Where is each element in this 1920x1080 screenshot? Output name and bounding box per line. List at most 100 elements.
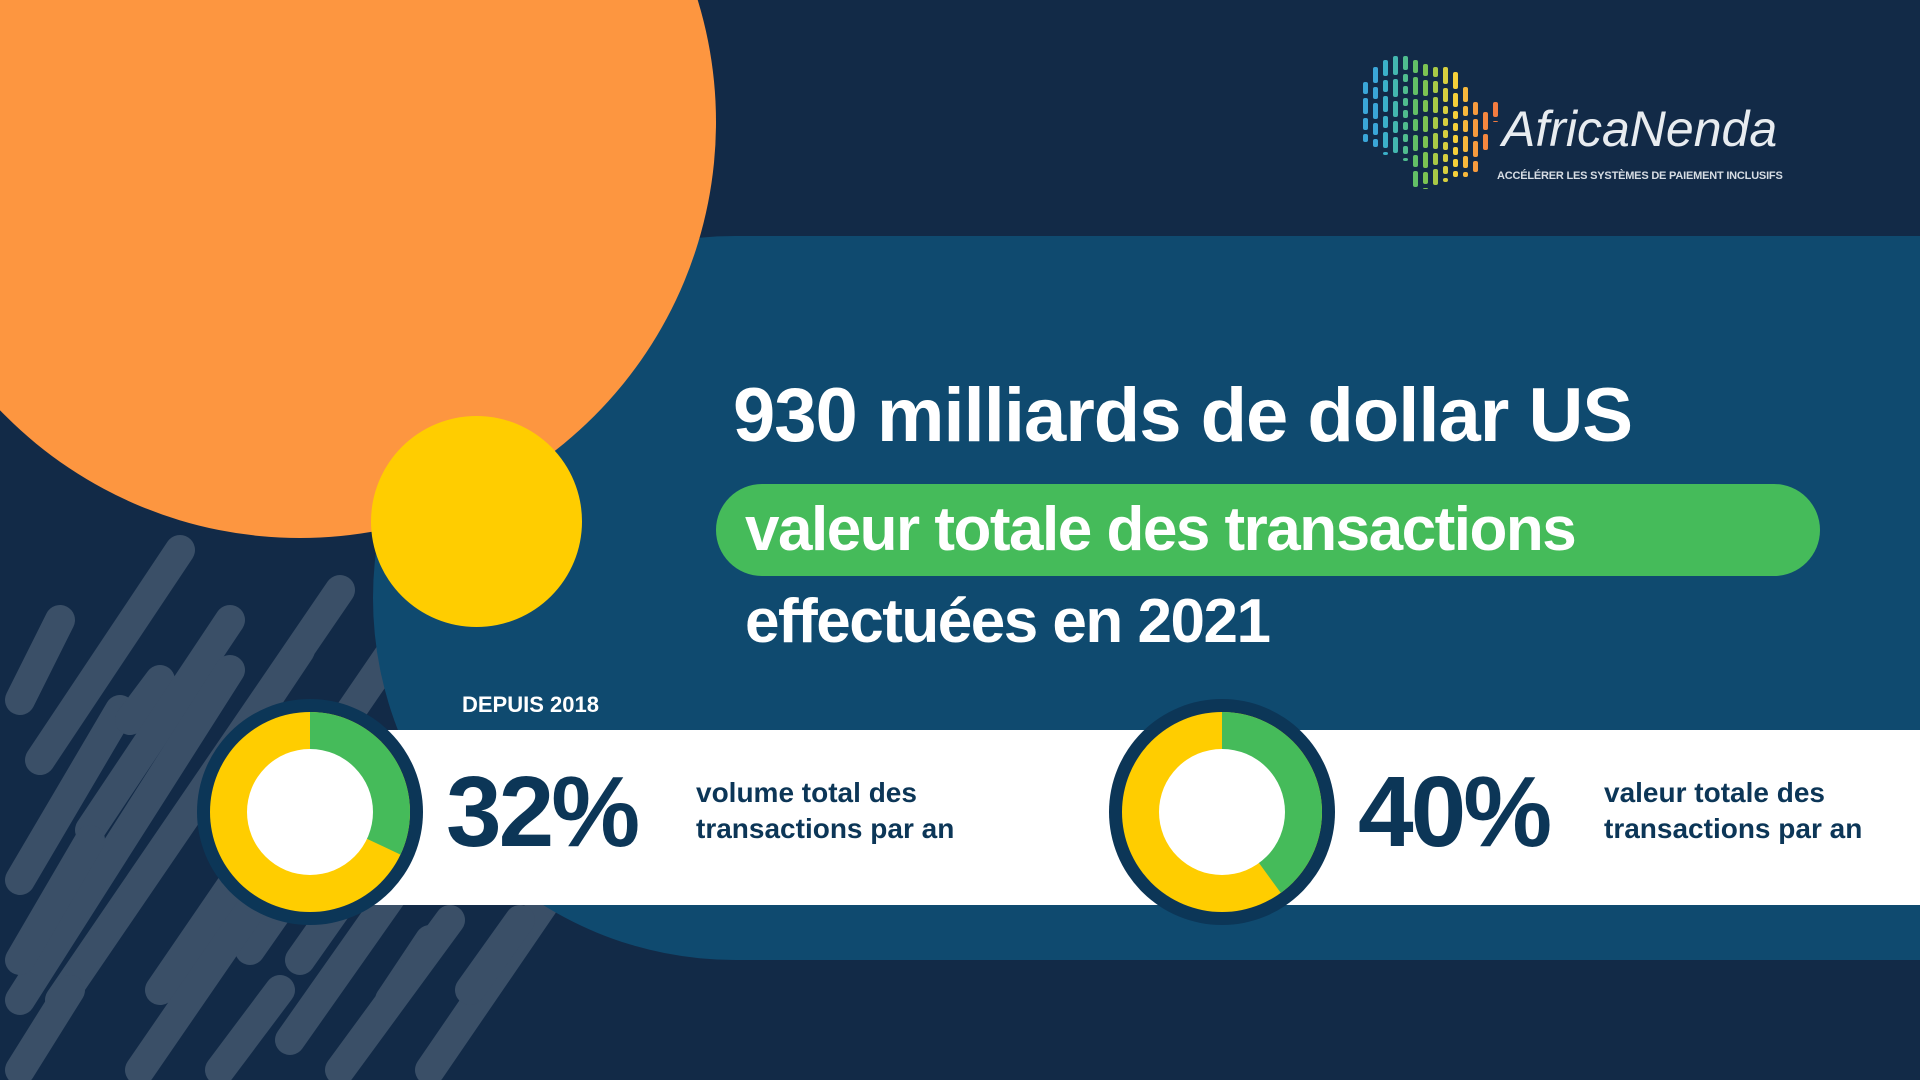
logo-bar bbox=[1373, 87, 1378, 99]
stripe bbox=[5, 695, 135, 895]
stat-label-line: valeur totale des bbox=[1604, 777, 1825, 808]
donut-chart-volume bbox=[197, 699, 423, 925]
logo-bar bbox=[1403, 146, 1408, 154]
logo-bar bbox=[1393, 137, 1398, 153]
stat-label-volume: volume total des transactions par an bbox=[696, 775, 1026, 847]
logo-bar bbox=[1413, 155, 1418, 167]
stat-label-line: transactions par an bbox=[696, 813, 955, 844]
stripe bbox=[25, 535, 195, 775]
logo-bar bbox=[1413, 119, 1418, 131]
stripe bbox=[115, 665, 175, 735]
stripe bbox=[325, 905, 465, 1080]
logo-bar bbox=[1463, 120, 1468, 132]
stripe bbox=[5, 825, 105, 975]
logo-bar bbox=[1383, 60, 1388, 76]
logo-bar bbox=[1433, 153, 1438, 165]
logo-bar bbox=[1453, 171, 1458, 177]
logo-bar bbox=[1493, 121, 1498, 122]
logo-bar bbox=[1413, 171, 1418, 187]
logo-bar bbox=[1393, 56, 1398, 75]
logo-bar bbox=[1373, 67, 1378, 83]
stripe bbox=[5, 975, 85, 1080]
logo-bar bbox=[1433, 67, 1438, 77]
headline-amount: 930 milliards de dollar US bbox=[733, 373, 1633, 458]
logo-bar bbox=[1403, 98, 1408, 106]
logo-bar bbox=[1453, 72, 1458, 89]
logo-bar bbox=[1373, 123, 1378, 135]
logo-bar bbox=[1473, 102, 1478, 115]
logo-bar bbox=[1403, 74, 1408, 82]
logo-bar bbox=[1443, 88, 1448, 102]
donut-chart-value bbox=[1109, 699, 1335, 925]
logo-bar bbox=[1443, 130, 1448, 138]
logo-bar bbox=[1443, 106, 1448, 114]
logo-bar bbox=[1383, 152, 1388, 155]
stripe bbox=[5, 605, 75, 715]
logo-bar bbox=[1453, 123, 1458, 131]
logo-bar bbox=[1413, 135, 1418, 151]
donut-hole bbox=[1159, 749, 1285, 875]
logo-bar bbox=[1423, 116, 1428, 132]
logo-bar bbox=[1403, 122, 1408, 130]
stat-label-line: volume total des bbox=[696, 777, 917, 808]
logo-bar bbox=[1433, 81, 1438, 93]
logo-bar bbox=[1383, 132, 1388, 148]
africa-map-icon bbox=[1363, 56, 1498, 189]
logo-bar bbox=[1393, 101, 1398, 117]
logo-bar bbox=[1413, 77, 1418, 95]
logo-bar bbox=[1383, 80, 1388, 92]
logo-bar bbox=[1423, 152, 1428, 168]
logo-bar bbox=[1423, 80, 1428, 96]
logo-bar bbox=[1403, 134, 1408, 142]
logo-bar bbox=[1423, 136, 1428, 148]
logo-bar bbox=[1453, 111, 1458, 119]
logo-bar bbox=[1433, 117, 1438, 129]
logo-bar bbox=[1403, 158, 1408, 161]
logo-bar bbox=[1363, 134, 1368, 142]
stripe bbox=[75, 605, 245, 845]
orange-circle-clip bbox=[0, 0, 716, 538]
logo-bar bbox=[1373, 139, 1378, 147]
logo-bar bbox=[1413, 99, 1418, 115]
logo-bar bbox=[1433, 97, 1438, 113]
logo-bar bbox=[1373, 103, 1378, 119]
stripe bbox=[205, 975, 295, 1080]
logo-bar bbox=[1453, 147, 1458, 155]
logo-bar bbox=[1403, 110, 1408, 118]
logo-bar bbox=[1453, 93, 1458, 107]
headline-year: effectuées en 2021 bbox=[745, 587, 1271, 656]
logo-bar bbox=[1493, 102, 1498, 117]
logo-bar bbox=[1423, 188, 1428, 189]
logo-bar bbox=[1443, 67, 1448, 84]
stat-label-value: valeur totale des transactions par an bbox=[1604, 775, 1904, 847]
logo-bar bbox=[1453, 159, 1458, 167]
logo-bar bbox=[1383, 116, 1388, 128]
logo-bar bbox=[1363, 118, 1368, 130]
donut-hole bbox=[247, 749, 373, 875]
logo-bar bbox=[1443, 118, 1448, 126]
logo-bar bbox=[1443, 178, 1448, 182]
logo-bar bbox=[1443, 154, 1448, 162]
logo-bar bbox=[1463, 87, 1468, 102]
logo-bar bbox=[1473, 119, 1478, 137]
logo-bar bbox=[1403, 56, 1408, 70]
logo-bar bbox=[1473, 161, 1478, 172]
yellow-circle-decoration bbox=[371, 416, 582, 627]
since-label: DEPUIS 2018 bbox=[462, 692, 599, 717]
stripe bbox=[455, 905, 535, 1005]
logo-bar bbox=[1443, 142, 1448, 150]
brand-name: AfricaNenda bbox=[1502, 101, 1778, 157]
stat-percent-volume: 32% bbox=[446, 756, 640, 868]
logo-bar bbox=[1483, 112, 1488, 130]
logo-bar bbox=[1463, 106, 1468, 116]
stripe bbox=[5, 655, 245, 1015]
logo-bar bbox=[1463, 156, 1468, 168]
logo-bar bbox=[1433, 133, 1438, 149]
logo-bar bbox=[1413, 60, 1418, 73]
logo-bar bbox=[1483, 134, 1488, 150]
logo-bar bbox=[1453, 135, 1458, 143]
stat-percent-value: 40% bbox=[1358, 756, 1552, 868]
logo-bar bbox=[1433, 169, 1438, 185]
headline-highlight: valeur totale des transactions bbox=[745, 495, 1577, 564]
logo-bar bbox=[1473, 141, 1478, 157]
